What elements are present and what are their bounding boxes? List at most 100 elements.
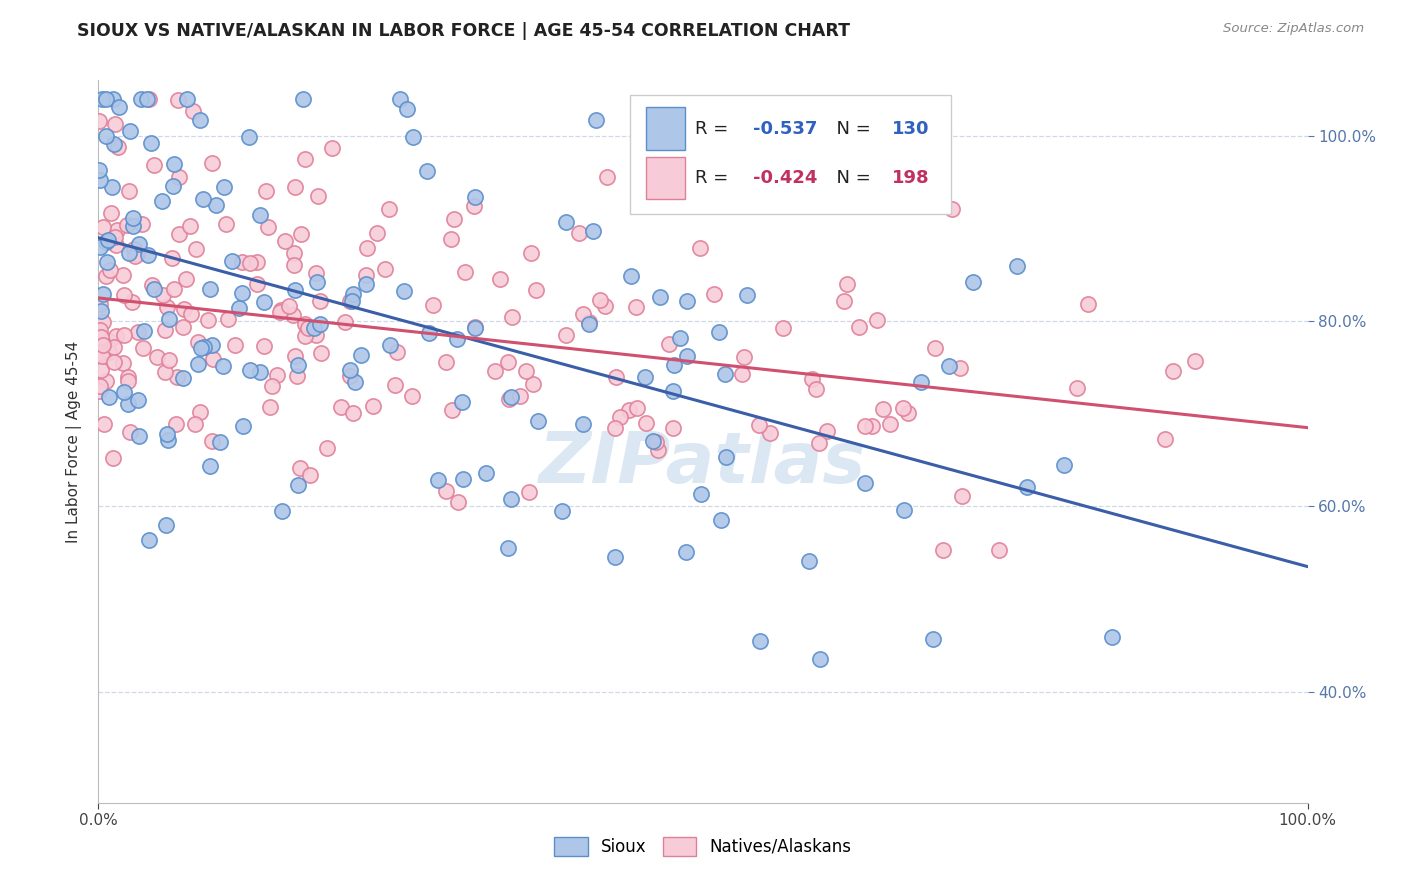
Point xyxy=(298,467,321,482)
Point xyxy=(501,310,523,324)
Point xyxy=(94,128,117,143)
Point xyxy=(641,434,664,448)
Point xyxy=(238,130,260,145)
Point xyxy=(103,339,125,353)
Point xyxy=(749,633,772,648)
Point xyxy=(571,417,593,432)
Point xyxy=(785,173,807,187)
Point xyxy=(524,284,547,298)
Point xyxy=(184,417,207,431)
Point xyxy=(294,317,316,331)
Point xyxy=(165,417,187,431)
Point xyxy=(354,277,377,292)
Point xyxy=(105,328,128,343)
Point xyxy=(356,241,378,255)
Text: Source: ZipAtlas.com: Source: ZipAtlas.com xyxy=(1223,22,1364,36)
Point xyxy=(152,287,174,301)
Point xyxy=(94,269,117,284)
Point xyxy=(451,472,474,486)
Point xyxy=(205,198,228,212)
Point xyxy=(571,307,593,321)
Point xyxy=(118,245,141,260)
Point xyxy=(709,326,731,340)
Point xyxy=(190,341,212,355)
Point xyxy=(166,93,188,107)
Point xyxy=(249,208,271,222)
Point xyxy=(427,473,450,487)
Point xyxy=(89,297,111,311)
Point xyxy=(647,443,669,458)
Point xyxy=(1015,479,1038,493)
Point xyxy=(97,233,120,247)
Point xyxy=(931,543,953,558)
Point xyxy=(193,341,215,355)
Point xyxy=(1154,432,1177,446)
Point xyxy=(402,130,425,145)
Point xyxy=(872,401,894,416)
Point xyxy=(98,390,121,404)
Point xyxy=(893,503,915,517)
Point xyxy=(103,92,125,106)
Point xyxy=(609,410,631,425)
Point xyxy=(308,317,330,331)
Point xyxy=(395,102,418,116)
Text: R =: R = xyxy=(695,120,734,137)
Point xyxy=(212,359,235,373)
Point xyxy=(689,487,711,501)
Point xyxy=(626,300,648,314)
Point xyxy=(246,254,269,268)
Point xyxy=(401,388,423,402)
Point xyxy=(451,394,474,409)
Point xyxy=(94,92,117,106)
Point xyxy=(950,489,973,503)
Point xyxy=(284,179,307,194)
Point xyxy=(153,366,176,380)
Point xyxy=(160,251,183,265)
Point xyxy=(167,170,190,185)
Point xyxy=(89,384,111,398)
Point xyxy=(117,374,139,388)
Point xyxy=(703,287,725,301)
Point xyxy=(350,348,373,362)
Point xyxy=(440,232,463,246)
Point xyxy=(848,319,870,334)
Point xyxy=(249,365,271,379)
Text: 198: 198 xyxy=(891,169,929,186)
Point xyxy=(155,518,177,533)
Point xyxy=(180,307,202,321)
Point xyxy=(121,294,143,309)
Point xyxy=(198,458,221,473)
Point xyxy=(669,331,692,345)
Point xyxy=(343,375,366,389)
Point xyxy=(340,294,363,309)
Point xyxy=(987,542,1010,557)
Point xyxy=(105,238,128,252)
Point xyxy=(281,308,304,322)
Text: N =: N = xyxy=(825,120,876,137)
Point xyxy=(714,367,737,381)
Point xyxy=(163,157,186,171)
Point xyxy=(714,450,737,465)
Point xyxy=(474,466,496,480)
Point xyxy=(388,92,411,106)
Point xyxy=(256,185,278,199)
Point xyxy=(463,199,485,213)
Point xyxy=(593,299,616,313)
Point xyxy=(835,277,858,291)
Point xyxy=(464,319,486,334)
Point xyxy=(287,358,309,372)
Point xyxy=(374,262,396,277)
Point xyxy=(1184,354,1206,368)
Point xyxy=(1005,259,1028,273)
Point xyxy=(595,169,617,184)
Point xyxy=(292,92,315,106)
Point xyxy=(172,319,194,334)
Point xyxy=(662,421,685,435)
Point xyxy=(143,157,166,171)
Point xyxy=(378,202,401,216)
Point xyxy=(441,403,464,417)
Point xyxy=(224,338,246,352)
Point xyxy=(342,287,364,301)
Point xyxy=(131,218,153,232)
Point xyxy=(112,288,135,302)
